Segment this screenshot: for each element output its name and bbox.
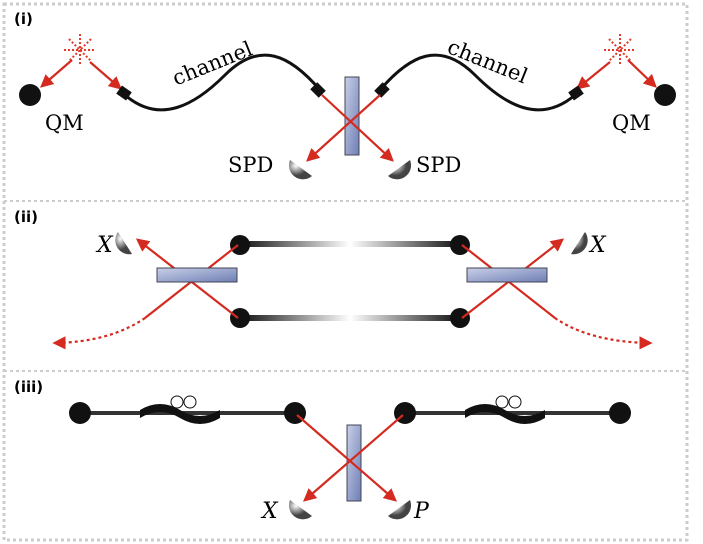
detector-label: X xyxy=(95,233,114,258)
channel-label: channel xyxy=(444,35,531,89)
channel-label: channel xyxy=(169,37,256,91)
beam-splitter xyxy=(156,267,238,283)
panel-label: (i) xyxy=(14,10,33,28)
panel-label: (ii) xyxy=(14,208,38,226)
memory-label: QM xyxy=(612,111,651,135)
beam-splitter xyxy=(466,267,548,283)
detector-label: X xyxy=(260,499,279,524)
memory-label: QM xyxy=(45,111,84,135)
panel-iii: (iii) X P xyxy=(14,378,631,524)
detector-label: P xyxy=(413,499,430,524)
detector-label: X xyxy=(588,233,607,258)
detector-label: SPD xyxy=(228,153,273,177)
panel-label: (iii) xyxy=(14,378,43,396)
panel-i: (i) channel channel QM QM SPD SPD xyxy=(14,10,676,180)
detector-label: SPD xyxy=(416,153,461,177)
frame xyxy=(2,2,689,542)
panel-ii: (ii) X X xyxy=(14,208,653,350)
